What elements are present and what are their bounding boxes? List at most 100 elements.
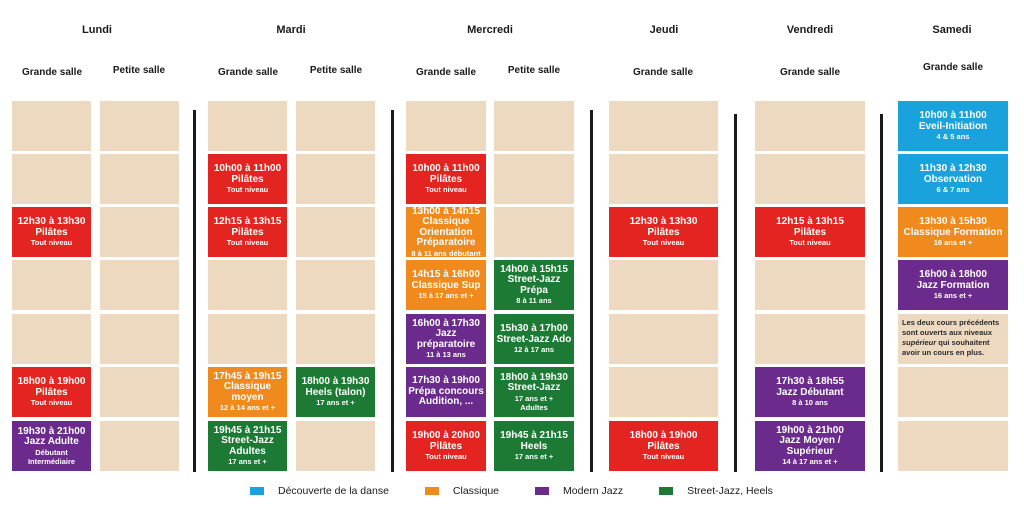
room-header-petite: Petite salle — [112, 65, 166, 76]
course-time: 12h15 à 13h15 — [213, 216, 282, 227]
course-audience: Tout niveau — [789, 238, 831, 247]
course-time: 18h00 à 19h30 — [500, 371, 568, 383]
course-name: Street-Jazz Adultes — [221, 435, 274, 457]
course-time: 11h30 à 12h30 — [919, 163, 987, 174]
course-name: Pilâtes — [647, 440, 680, 452]
day-header-jeudi: Jeudi — [649, 24, 679, 36]
course-name: Jazz Formation — [916, 279, 990, 291]
course-audience: 4 & 5 ans — [936, 132, 970, 141]
course-block-mer-street-adultes[interactable]: 18h00 à 19h30 Street-Jazz 17 ans et + Adult… — [494, 367, 574, 417]
course-block-jeu-pil-1[interactable]: 12h30 à 13h30 Pilâtes Tout niveau — [609, 207, 718, 257]
course-audience: 17 ans et + — [514, 393, 554, 403]
note-text: Les deux cours précédents sont ouverts a… — [902, 318, 1000, 337]
course-time: 16h00 à 18h00 — [919, 269, 987, 280]
day-header-mardi: Mardi — [276, 24, 306, 36]
empty-slot — [898, 367, 1008, 417]
empty-slot — [12, 260, 91, 310]
course-time: 17h30 à 19h00 — [412, 375, 480, 387]
course-audience: Tout niveau — [30, 238, 73, 247]
course-audience: 17 ans et + — [316, 398, 355, 407]
empty-slot — [100, 421, 179, 471]
course-block-mer-heels[interactable]: 19h45 à 21h15 Heels 17 ans et + — [494, 421, 574, 471]
empty-slot — [296, 314, 375, 364]
empty-slot — [100, 207, 179, 257]
course-block-sam-jazz[interactable]: 16h00 à 18h00 Jazz Formation 16 ans et + — [898, 260, 1008, 310]
course-name: Pilâtes — [429, 440, 463, 452]
empty-slot — [100, 260, 179, 310]
course-block-lun-jazz[interactable]: 19h30 à 21h00 Jazz Adulte Débutant Interméd… — [12, 421, 91, 471]
course-time: 18h00 à 19h00 — [17, 376, 86, 387]
course-block-sam-classique[interactable]: 13h30 à 15h30 Classique Formation 16 ans e… — [898, 207, 1008, 257]
empty-slot — [755, 154, 865, 204]
empty-slot — [296, 260, 375, 310]
room-header-grande: Grande salle — [632, 67, 694, 78]
empty-slot — [609, 367, 718, 417]
course-time: 16h00 à 17h30 — [412, 317, 480, 329]
course-audience: Tout niveau — [642, 238, 685, 247]
course-time: 12h15 à 13h15 — [776, 216, 844, 227]
course-audience: Tout niveau — [642, 452, 685, 461]
course-audience: 17 ans et + — [228, 457, 267, 467]
course-block-mer-street-ado[interactable]: 15h30 à 17h00 Street-Jazz Ado 12 à 17 ans — [494, 314, 574, 364]
empty-slot — [609, 101, 718, 151]
empty-slot — [12, 154, 91, 204]
course-audience: Adultes — [520, 402, 548, 412]
course-audience: 16 ans et + — [933, 291, 973, 300]
empty-slot — [494, 154, 574, 204]
course-audience: Intermédiaire — [27, 456, 76, 466]
empty-slot — [494, 207, 574, 257]
room-header-grande: Grande salle — [21, 67, 83, 78]
course-block-mar-pil-1[interactable]: 10h00 à 11h00 Pilâtes Tout niveau — [208, 154, 287, 204]
course-block-ven-pil[interactable]: 12h15 à 13h15 Pilâtes Tout niveau — [755, 207, 865, 257]
course-name: Heels — [520, 440, 548, 452]
course-name: Jazz Débutant — [776, 386, 844, 398]
course-block-mer-jazz-prep[interactable]: 16h00 à 17h30 Jazz préparatoire 11 à 13 an… — [406, 314, 486, 364]
day-header-mercredi: Mercredi — [467, 24, 513, 36]
empty-slot — [296, 154, 375, 204]
course-block-mar-pil-2[interactable]: 12h15 à 13h15 Pilâtes Tout niveau — [208, 207, 287, 257]
course-audience: 14 à 17 ans et + — [782, 457, 838, 467]
legend-swatch-decouverte — [250, 487, 264, 495]
course-block-mar-street[interactable]: 19h45 à 21h15 Street-Jazz Adultes 17 ans e… — [208, 421, 287, 471]
course-time: 12h30 à 13h30 — [629, 216, 698, 227]
course-audience: Tout niveau — [30, 398, 73, 407]
course-time: 19h30 à 21h00 — [17, 425, 86, 437]
course-audience: Tout niveau — [226, 185, 269, 194]
room-header-grande: Grande salle — [779, 67, 841, 78]
course-block-mer-classique-sup[interactable]: 14h15 à 16h00 Classique Sup 15 à 17 ans et… — [406, 260, 486, 310]
legend-label: Modern Jazz — [563, 485, 624, 497]
course-time: 14h00 à 15h15 — [500, 263, 568, 275]
course-block-mar-heels[interactable]: 18h00 à 19h30 Heels (talon) 17 ans et + — [296, 367, 375, 417]
course-block-mer-pil-2[interactable]: 19h00 à 20h00 Pilâtes Tout niveau — [406, 421, 486, 471]
course-name: Pilâtes — [35, 226, 68, 238]
note-emphasis: supérieur — [902, 338, 937, 347]
course-time: 12h30 à 13h30 — [17, 216, 86, 227]
course-name: Pilâtes — [35, 386, 68, 398]
course-audience: 12 à 14 ans et + — [219, 403, 276, 413]
course-block-lun-pil-1[interactable]: 12h30 à 13h30 Pilâtes Tout niveau — [12, 207, 91, 257]
course-time: 18h00 à 19h00 — [629, 430, 698, 441]
legend-swatch-street-jazz — [659, 487, 674, 495]
course-block-mer-prepa[interactable]: 17h30 à 19h00 Prépa concours Audition, ..… — [406, 367, 486, 417]
course-name: Street-Jazz — [507, 382, 561, 393]
empty-slot — [609, 260, 718, 310]
course-audience: 8 à 11 ans — [516, 296, 552, 306]
course-time: 14h15 à 16h00 — [412, 269, 480, 280]
course-block-ven-jazz-moy[interactable]: 19h00 à 21h00 Jazz Moyen / Supérieur 14 à … — [755, 421, 865, 471]
course-time: 17h30 à 18h55 — [776, 376, 844, 387]
empty-slot — [12, 314, 91, 364]
course-time: 17h45 à 19h15 — [213, 370, 282, 382]
course-block-sam-eveil[interactable]: 10h00 à 11h00 Eveil-Initiation 4 & 5 ans — [898, 101, 1008, 151]
course-audience: Tout niveau — [226, 238, 269, 247]
course-block-lun-pil-2[interactable]: 18h00 à 19h00 Pilâtes Tout niveau — [12, 367, 91, 417]
course-block-jeu-pil-2[interactable]: 18h00 à 19h00 Pilâtes Tout niveau — [609, 421, 718, 471]
course-name: Jazz Adulte — [24, 436, 79, 447]
course-block-mer-pil-1[interactable]: 10h00 à 11h00 Pilâtes Tout niveau — [406, 154, 486, 204]
course-block-mer-classique-orient[interactable]: 13h00 à 14h15 Classique Orientation Prépa… — [406, 207, 486, 257]
course-block-mer-street-prepa[interactable]: 14h00 à 15h15 Street-Jazz Prépa 8 à 11 ans — [494, 260, 574, 310]
course-time: 10h00 à 11h00 — [919, 110, 987, 121]
course-block-mar-classique[interactable]: 17h45 à 19h15 Classique moyen 12 à 14 ans … — [208, 367, 287, 417]
course-block-sam-obs[interactable]: 11h30 à 12h30 Observation 6 & 7 ans — [898, 154, 1008, 204]
course-block-ven-jazz-deb[interactable]: 17h30 à 18h55 Jazz Débutant 8 à 10 ans — [755, 367, 865, 417]
course-name: Classique Formation — [903, 226, 1003, 238]
